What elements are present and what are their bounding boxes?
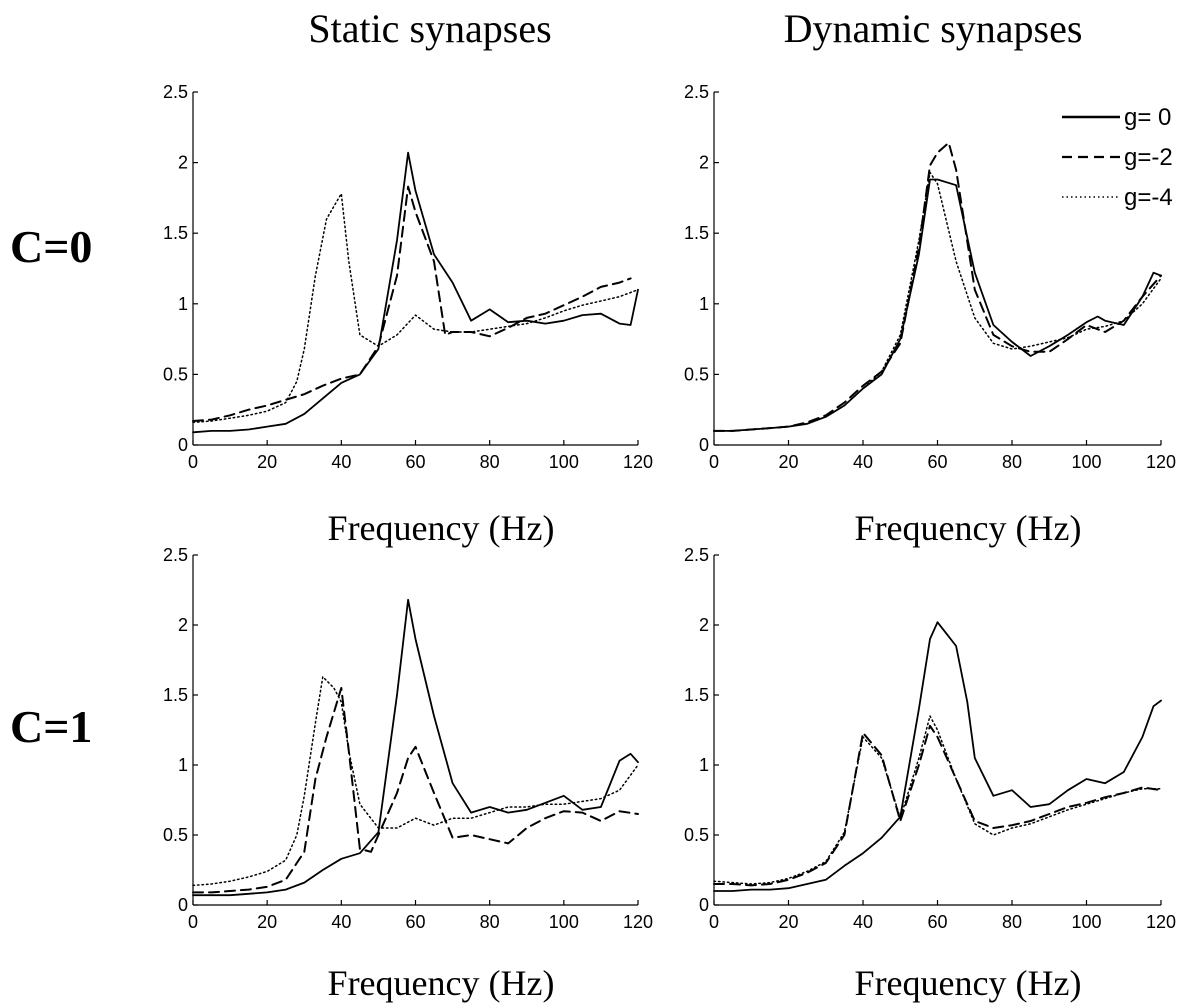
y-tick-label: 0 — [699, 435, 709, 455]
series-line-dashed-c1-dynamic — [713, 724, 1162, 887]
series-line-dotted-c1-static — [192, 676, 639, 887]
y-tick-label: 1 — [178, 755, 188, 775]
series-line-dotted-c1-dynamic — [713, 715, 1162, 885]
y-tick-label: 1 — [699, 294, 709, 314]
y-tick-label: 1 — [178, 294, 188, 314]
x-axis-label-c0-dynamic: Frequency (Hz) — [855, 508, 1082, 548]
y-tick-label: 2 — [699, 153, 709, 173]
x-tick-label: 60 — [405, 452, 425, 472]
panel-c0-static: 0 0.5 1 1.5 2 2.5 0 20 40 60 80 100 120 — [163, 82, 653, 472]
y-tick-label: 2 — [178, 153, 188, 173]
x-tick-label: 100 — [549, 912, 579, 932]
x-tick-label: 40 — [331, 452, 351, 472]
series-line-dashed-c1-static — [192, 687, 639, 894]
series-line-dashed-c0-dynamic — [713, 141, 1162, 432]
x-tick-label: 100 — [1071, 912, 1101, 932]
x-tick-label: 60 — [927, 452, 947, 472]
panel-c1-dynamic: 0 0.5 1 1.5 2 2.5 0 20 40 60 80 100 120 — [684, 545, 1176, 932]
series-line-solid-c0-dynamic — [713, 178, 1162, 432]
x-tick-label: 120 — [1146, 912, 1176, 932]
x-tick-label: 20 — [257, 912, 277, 932]
y-tick-label: 2.5 — [163, 82, 188, 102]
x-axis-label-c1-static: Frequency (Hz) — [328, 963, 555, 1003]
y-tick-label: 0.5 — [684, 364, 709, 384]
col-title-dynamic: Dynamic synapses — [784, 6, 1083, 51]
y-tick-label: 2.5 — [684, 82, 709, 102]
y-tick-label: 2.5 — [163, 545, 188, 565]
x-tick-label: 80 — [1002, 452, 1022, 472]
y-tick-label: 1 — [699, 755, 709, 775]
y-tick-label: 0 — [178, 895, 188, 915]
y-tick-label: 2 — [178, 615, 188, 635]
x-tick-label: 0 — [709, 912, 719, 932]
x-tick-label: 80 — [480, 452, 500, 472]
x-axis-label-c1-dynamic: Frequency (Hz) — [855, 963, 1082, 1003]
x-axis-label-c0-static: Frequency (Hz) — [328, 508, 555, 548]
y-tick-label: 1.5 — [684, 223, 709, 243]
col-title-static: Static synapses — [308, 6, 551, 51]
x-tick-label: 80 — [1002, 912, 1022, 932]
x-tick-label: 120 — [623, 912, 653, 932]
x-tick-label: 20 — [778, 452, 798, 472]
y-tick-label: 0.5 — [163, 364, 188, 384]
series-line-dashed-c0-static — [192, 185, 632, 422]
x-tick-label: 40 — [853, 912, 873, 932]
y-tick-label: 0 — [699, 895, 709, 915]
x-tick-label: 80 — [480, 912, 500, 932]
legend-label-g2: g=-2 — [1124, 144, 1173, 171]
y-tick-label: 0.5 — [163, 825, 188, 845]
legend-label-g0: g= 0 — [1124, 104, 1171, 131]
x-tick-label: 20 — [778, 912, 798, 932]
row-label-c1: C=1 — [10, 701, 92, 752]
x-tick-label: 120 — [1146, 452, 1176, 472]
series-line-solid-c1-dynamic — [713, 621, 1162, 892]
y-tick-label: 2 — [699, 615, 709, 635]
x-tick-label: 100 — [549, 452, 579, 472]
row-label-c0: C=0 — [10, 221, 92, 272]
series-line-solid-c1-static — [192, 598, 639, 897]
series-line-solid-c0-static — [192, 151, 639, 434]
x-tick-label: 40 — [853, 452, 873, 472]
panel-c1-static: 0 0.5 1 1.5 2 2.5 0 20 40 60 80 100 120 — [163, 545, 653, 932]
y-tick-label: 1.5 — [163, 223, 188, 243]
x-tick-label: 120 — [623, 452, 653, 472]
y-tick-label: 1.5 — [684, 685, 709, 705]
legend-label-g4: g=-4 — [1124, 184, 1173, 211]
x-tick-label: 40 — [331, 912, 351, 932]
y-tick-label: 1.5 — [163, 685, 188, 705]
x-tick-label: 0 — [709, 452, 719, 472]
x-tick-label: 60 — [405, 912, 425, 932]
y-tick-label: 0.5 — [684, 825, 709, 845]
legend: g= 0 g=-2 g=-4 — [1062, 104, 1173, 211]
x-tick-label: 20 — [257, 452, 277, 472]
x-tick-label: 0 — [188, 452, 198, 472]
y-tick-label: 2.5 — [684, 545, 709, 565]
x-tick-label: 60 — [927, 912, 947, 932]
y-tick-label: 0 — [178, 435, 188, 455]
x-tick-label: 100 — [1071, 452, 1101, 472]
series-line-dotted-c0-dynamic — [713, 171, 1162, 432]
panel-c0-dynamic: 0 0.5 1 1.5 2 2.5 0 20 40 60 80 100 120 — [684, 82, 1176, 472]
series-line-dotted-c0-static — [192, 192, 639, 424]
x-tick-label: 0 — [188, 912, 198, 932]
